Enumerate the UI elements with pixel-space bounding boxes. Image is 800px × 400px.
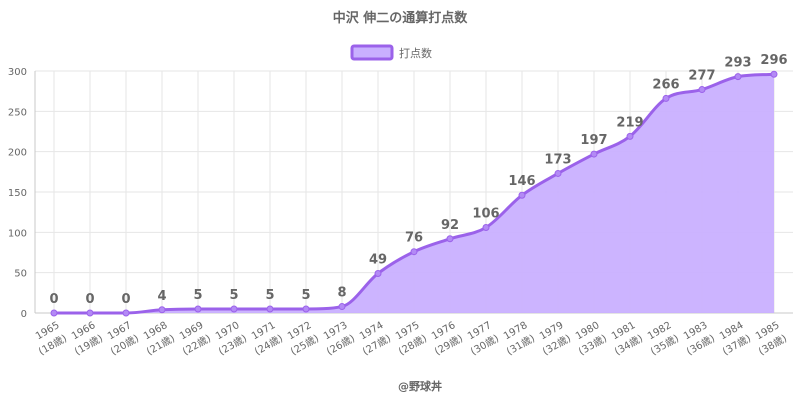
data-label: 49 bbox=[369, 252, 387, 267]
x-tick: 1985(38歳) bbox=[754, 320, 789, 358]
y-axis-ticks: 0 50 100 150 200 250 300 bbox=[8, 67, 27, 320]
x-tick: 1966(19歳) bbox=[70, 320, 105, 358]
x-tick: 1979(32歳) bbox=[538, 320, 573, 358]
data-label: 146 bbox=[508, 174, 535, 189]
data-label: 5 bbox=[193, 288, 202, 303]
y-tick-label: 300 bbox=[8, 67, 27, 78]
x-tick: 1970(23歳) bbox=[214, 320, 249, 358]
data-label: 173 bbox=[544, 152, 571, 167]
x-tick: 1977(30歳) bbox=[466, 320, 501, 358]
data-point[interactable] bbox=[338, 303, 346, 311]
data-labels: 0 0 0 4 5 5 5 5 8 49 76 92 106 146 173 197 219 266 277 293 2… bbox=[49, 53, 787, 307]
x-axis-ticks: 1965(18歳)1966(19歳)1967(20歳)1968(21歳)1969… bbox=[34, 320, 789, 358]
data-point[interactable] bbox=[734, 73, 742, 81]
data-point[interactable] bbox=[158, 306, 166, 314]
chart-title: 中沢 伸二の通算打点数 bbox=[333, 10, 469, 26]
data-label: 296 bbox=[760, 53, 787, 68]
y-tick-label: 0 bbox=[21, 309, 27, 320]
data-label: 219 bbox=[616, 115, 643, 130]
plot-area bbox=[50, 70, 778, 317]
series-area-fill bbox=[54, 74, 774, 313]
x-tick: 1978(31歳) bbox=[502, 320, 537, 358]
x-tick: 1984(37歳) bbox=[718, 320, 753, 358]
legend[interactable]: 打点数 bbox=[350, 44, 432, 61]
x-tick: 1971(24歳) bbox=[250, 320, 285, 358]
data-label: 0 bbox=[85, 292, 94, 307]
data-label: 92 bbox=[441, 218, 459, 233]
x-tick: 1973(26歳) bbox=[322, 320, 357, 358]
data-label: 106 bbox=[472, 206, 499, 221]
data-point[interactable] bbox=[554, 169, 562, 177]
data-point[interactable] bbox=[626, 132, 634, 140]
data-point[interactable] bbox=[518, 191, 526, 199]
data-point[interactable] bbox=[230, 305, 238, 313]
data-label: 8 bbox=[337, 286, 346, 301]
data-label: 293 bbox=[724, 56, 751, 71]
data-point[interactable] bbox=[266, 305, 274, 313]
data-point[interactable] bbox=[194, 305, 202, 313]
x-tick: 1981(34歳) bbox=[610, 320, 645, 358]
y-tick-label: 150 bbox=[8, 188, 27, 199]
data-point[interactable] bbox=[122, 309, 130, 317]
data-label: 0 bbox=[49, 292, 58, 307]
data-point[interactable] bbox=[86, 309, 94, 317]
x-tick: 1972(25歳) bbox=[286, 320, 321, 358]
data-point[interactable] bbox=[770, 70, 778, 78]
x-tick: 1968(21歳) bbox=[142, 320, 177, 358]
data-point[interactable] bbox=[590, 150, 598, 158]
data-label: 277 bbox=[688, 69, 715, 84]
x-tick: 1976(29歳) bbox=[430, 320, 465, 358]
data-label: 4 bbox=[157, 289, 166, 304]
data-point[interactable] bbox=[410, 248, 418, 256]
footer-credit: @野球丼 bbox=[398, 379, 442, 393]
data-label: 197 bbox=[580, 133, 607, 148]
data-label: 266 bbox=[652, 77, 679, 92]
data-label: 0 bbox=[121, 292, 130, 307]
data-label: 5 bbox=[265, 288, 274, 303]
data-point[interactable] bbox=[374, 269, 382, 277]
data-label: 5 bbox=[301, 288, 310, 303]
data-label: 76 bbox=[405, 231, 423, 246]
x-tick: 1974(27歳) bbox=[358, 320, 393, 358]
x-tick: 1980(33歳) bbox=[574, 320, 609, 358]
data-point[interactable] bbox=[302, 305, 310, 313]
x-tick: 1975(28歳) bbox=[394, 320, 429, 358]
legend-label: 打点数 bbox=[399, 46, 432, 60]
data-label: 5 bbox=[229, 288, 238, 303]
legend-swatch bbox=[350, 44, 394, 61]
data-point[interactable] bbox=[446, 235, 454, 243]
x-tick: 1969(22歳) bbox=[178, 320, 213, 358]
x-tick: 1965(18歳) bbox=[34, 320, 69, 358]
x-tick: 1982(35歳) bbox=[646, 320, 681, 358]
x-tick: 1983(36歳) bbox=[682, 320, 717, 358]
y-tick-label: 250 bbox=[8, 107, 27, 118]
y-tick-label: 100 bbox=[8, 228, 27, 239]
y-tick-label: 200 bbox=[8, 148, 27, 159]
data-point[interactable] bbox=[482, 223, 490, 231]
data-point[interactable] bbox=[698, 86, 706, 94]
x-tick: 1967(20歳) bbox=[106, 320, 141, 358]
y-tick-label: 50 bbox=[14, 269, 27, 280]
data-point[interactable] bbox=[50, 309, 58, 317]
data-point[interactable] bbox=[662, 94, 670, 102]
